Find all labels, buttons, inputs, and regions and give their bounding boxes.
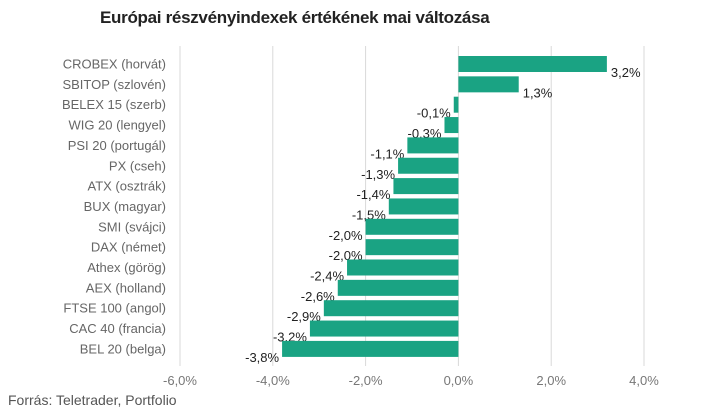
chart-title: Európai részvényindexek értékének mai vá… (100, 8, 490, 27)
bar (309, 320, 459, 337)
data-label: -1,5% (352, 207, 386, 222)
category-label: DAX (német) (91, 240, 166, 255)
category-label: ATX (osztrák) (88, 179, 167, 194)
data-label: -3,2% (273, 330, 307, 345)
bar (365, 218, 459, 235)
bar (458, 76, 519, 93)
category-label: SMI (svájci) (98, 219, 166, 234)
source-note: Forrás: Teletrader, Portfolio (8, 392, 177, 408)
data-label: -0,3% (408, 126, 442, 141)
bar (323, 300, 459, 317)
category-label: BUX (magyar) (84, 199, 166, 214)
bar (337, 279, 459, 296)
x-tick-label: 2,0% (536, 373, 566, 388)
bar (458, 56, 607, 72)
data-label: -1,3% (361, 167, 395, 182)
bar (347, 259, 459, 276)
category-label: PX (cseh) (109, 158, 166, 173)
bar (453, 96, 459, 113)
category-label: CROBEX (horvát) (63, 57, 166, 72)
category-label: FTSE 100 (angol) (63, 301, 166, 316)
x-tick-label: 0,0% (444, 373, 474, 388)
data-label: -2,0% (329, 248, 363, 263)
data-label: -0,1% (417, 106, 451, 121)
bar (365, 239, 459, 256)
category-label: PSI 20 (portugál) (68, 138, 166, 153)
category-label: AEX (holland) (86, 280, 166, 295)
bar (398, 157, 459, 174)
bar (388, 198, 459, 215)
data-label: -2,6% (301, 289, 335, 304)
data-label: -1,1% (370, 146, 404, 161)
data-label: -3,8% (245, 350, 279, 365)
data-label: -2,9% (287, 309, 321, 324)
bar (393, 178, 459, 195)
category-label: BELEX 15 (szerb) (62, 97, 166, 112)
category-label: CAC 40 (francia) (69, 321, 166, 336)
x-tick-label: -6,0% (163, 373, 197, 388)
data-label: -2,4% (310, 269, 344, 284)
category-label: BEL 20 (belga) (80, 341, 166, 356)
bar (282, 340, 459, 357)
data-label: 1,3% (523, 85, 553, 100)
category-label: WIG 20 (lengyel) (68, 118, 166, 133)
bar (407, 137, 459, 154)
bar (444, 117, 459, 134)
category-label: SBITOP (szlovén) (62, 77, 166, 92)
x-tick-label: 4,0% (629, 373, 659, 388)
category-label: Athex (görög) (87, 260, 166, 275)
x-tick-label: -4,0% (256, 373, 290, 388)
data-label: -2,0% (329, 228, 363, 243)
data-label: -1,4% (356, 187, 390, 202)
x-tick-label: -2,0% (349, 373, 383, 388)
data-label: 3,2% (611, 65, 641, 80)
